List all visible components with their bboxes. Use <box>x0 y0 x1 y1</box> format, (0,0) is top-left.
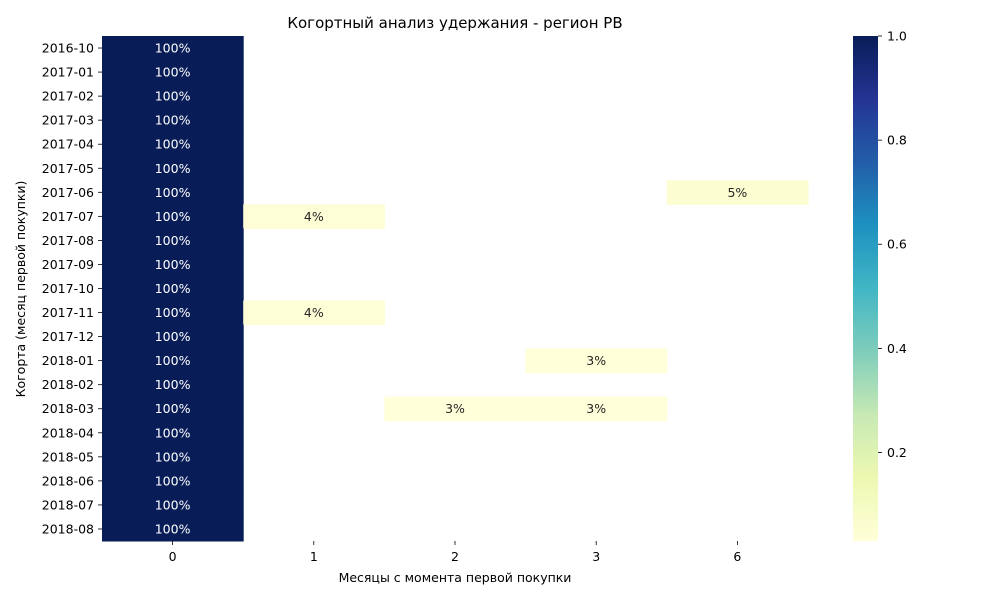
heatmap-cell-label: 100% <box>155 137 191 152</box>
heatmap-cell <box>102 204 244 229</box>
heatmap-cell <box>102 84 244 109</box>
heatmap-cell-label: 100% <box>155 209 191 224</box>
colorbar-ticks: 0.2 0.4 0.6 0.8 1.0 <box>878 29 907 460</box>
heatmap-cell-label: 100% <box>155 89 191 104</box>
heatmap-cell-label: 100% <box>155 185 191 200</box>
heatmap-cell <box>102 516 244 542</box>
heatmap-cell <box>102 156 244 181</box>
y-tick-label: 2017-12 <box>42 329 94 344</box>
heatmap-cell-label: 4% <box>304 209 324 224</box>
y-tick-label: 2018-03 <box>42 401 94 416</box>
y-tick-label: 2017-03 <box>42 113 94 128</box>
heatmap-cell <box>102 228 244 253</box>
y-tick-label: 2016-10 <box>42 41 94 56</box>
y-tick-label: 2018-04 <box>42 425 94 440</box>
heatmap-cell-labels: 100% 100% 100% 100% 100% 100% 100% 5% 100% 4% 100%… <box>155 41 748 537</box>
y-tick-label: 2018-07 <box>42 497 94 512</box>
y-axis-ticks: 2016-10 2017-01 2017-02 2017-03 2017-04 2017-… <box>42 41 102 536</box>
heatmap-cell <box>102 348 244 374</box>
heatmap-cell <box>102 492 244 518</box>
heatmap-cell-label: 3% <box>586 353 606 368</box>
heatmap-cell-label: 100% <box>155 377 191 392</box>
heatmap-cell <box>102 180 244 205</box>
heatmap-cell <box>102 300 244 326</box>
heatmap-cell <box>102 276 244 302</box>
y-tick-label: 2018-01 <box>42 353 94 368</box>
heatmap-cell <box>102 468 244 494</box>
heatmap-cell-label: 3% <box>586 401 606 416</box>
heatmap-cell <box>102 36 244 61</box>
y-tick-label: 2017-02 <box>42 89 94 104</box>
heatmap-cell-label: 100% <box>155 113 191 128</box>
heatmap-cell <box>102 60 244 85</box>
heatmap-cell <box>525 348 668 374</box>
heatmap-cell <box>102 444 244 470</box>
y-tick-label: 2017-08 <box>42 233 94 248</box>
colorbar-tick-label: 1.0 <box>887 29 907 44</box>
heatmap-cell <box>102 108 244 133</box>
x-tick-label: 3 <box>592 549 600 564</box>
heatmap-cell-label: 100% <box>155 449 191 464</box>
heatmap-cells <box>102 36 809 542</box>
y-tick-label: 2017-01 <box>42 65 94 80</box>
heatmap-cell-label: 100% <box>155 281 191 296</box>
y-tick-label: 2017-06 <box>42 185 94 200</box>
colorbar-tick-label: 0.8 <box>887 133 907 148</box>
chart-title: Когортный анализ удержания - регион PB <box>287 14 622 32</box>
y-tick-label: 2017-09 <box>42 257 94 272</box>
heatmap-cell-label: 4% <box>304 305 324 320</box>
y-axis-label: Когорта (месяц первой покупки) <box>13 181 28 398</box>
heatmap-cell-label: 100% <box>155 257 191 272</box>
heatmap-cell-label: 5% <box>727 185 747 200</box>
heatmap-cell <box>243 300 385 326</box>
heatmap-cell-label: 100% <box>155 329 191 344</box>
heatmap-cell <box>102 132 244 157</box>
heatmap-cell-label: 100% <box>155 425 191 440</box>
heatmap-cell-label: 3% <box>445 401 465 416</box>
colorbar-tick-label: 0.2 <box>887 445 907 460</box>
x-tick-label: 1 <box>310 549 318 564</box>
y-tick-label: 2018-06 <box>42 473 94 488</box>
y-tick-label: 2017-10 <box>42 281 94 296</box>
heatmap-cell <box>666 180 809 205</box>
x-axis-ticks: 0 1 2 3 6 <box>169 541 741 564</box>
heatmap-cell-label: 100% <box>155 497 191 512</box>
heatmap-cell <box>102 372 244 398</box>
y-tick-label: 2018-08 <box>42 521 94 536</box>
heatmap-cell <box>102 396 244 422</box>
heatmap-cell-label: 100% <box>155 521 191 536</box>
x-tick-label: 2 <box>451 549 459 564</box>
heatmap-cell-label: 100% <box>155 305 191 320</box>
x-tick-label: 6 <box>733 549 741 564</box>
colorbar-tick-label: 0.4 <box>887 341 907 356</box>
heatmap-cell-label: 100% <box>155 161 191 176</box>
heatmap-cell <box>102 252 244 277</box>
y-tick-label: 2017-11 <box>42 305 94 320</box>
y-tick-label: 2018-05 <box>42 449 94 464</box>
colorbar <box>853 36 878 541</box>
heatmap-cell-label: 100% <box>155 473 191 488</box>
x-axis-label: Месяцы с момента первой покупки <box>339 570 572 585</box>
y-tick-label: 2017-05 <box>42 161 94 176</box>
x-tick-label: 0 <box>169 549 177 564</box>
y-tick-label: 2017-04 <box>42 137 94 152</box>
heatmap-cell-label: 100% <box>155 41 191 56</box>
heatmap-cell <box>525 396 668 422</box>
heatmap-cell <box>102 420 244 446</box>
colorbar-tick-label: 0.6 <box>887 237 907 252</box>
heatmap-cell-label: 100% <box>155 65 191 80</box>
y-tick-label: 2017-07 <box>42 209 94 224</box>
heatmap-cell <box>102 324 244 350</box>
heatmap-cell <box>243 204 385 229</box>
y-tick-label: 2018-02 <box>42 377 94 392</box>
heatmap-cell-label: 100% <box>155 353 191 368</box>
heatmap-cell <box>384 396 527 422</box>
heatmap-cell-label: 100% <box>155 233 191 248</box>
heatmap-cell-label: 100% <box>155 401 191 416</box>
